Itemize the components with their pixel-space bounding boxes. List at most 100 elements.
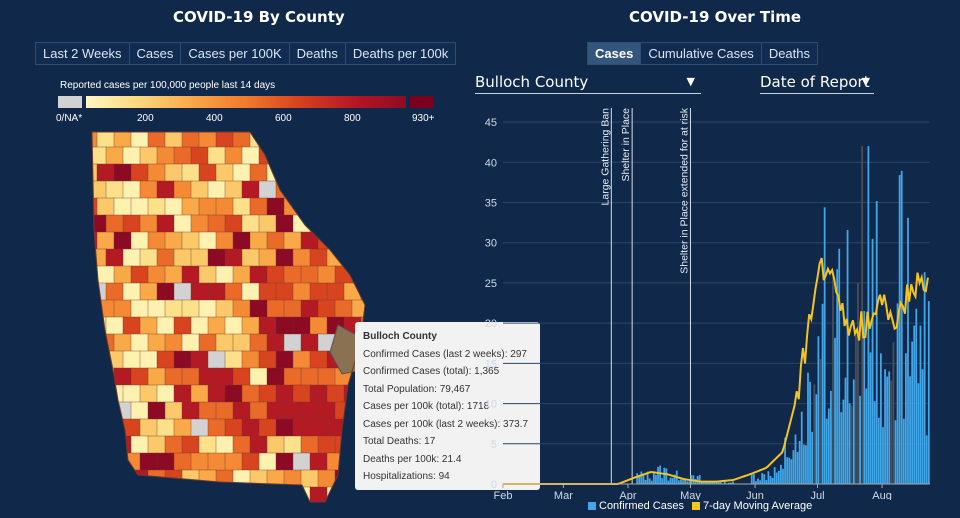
county[interactable] xyxy=(89,384,107,403)
county[interactable] xyxy=(215,469,234,488)
county[interactable] xyxy=(233,504,251,515)
county[interactable] xyxy=(105,316,124,335)
county[interactable] xyxy=(224,316,243,335)
county[interactable] xyxy=(164,299,183,318)
county[interactable] xyxy=(114,504,132,515)
county[interactable] xyxy=(360,146,370,165)
county[interactable] xyxy=(173,486,192,505)
county[interactable] xyxy=(334,197,353,216)
county[interactable] xyxy=(224,180,243,199)
county[interactable] xyxy=(190,180,209,199)
county[interactable] xyxy=(80,147,90,165)
county[interactable] xyxy=(300,163,319,182)
county[interactable] xyxy=(147,163,166,182)
county[interactable] xyxy=(156,418,175,437)
county[interactable] xyxy=(283,299,302,318)
county[interactable] xyxy=(89,214,107,233)
county[interactable] xyxy=(181,265,200,284)
county[interactable] xyxy=(130,401,149,420)
county[interactable] xyxy=(173,418,192,437)
county[interactable] xyxy=(258,214,277,233)
county-select[interactable]: Bulloch County ▼ xyxy=(475,73,701,94)
county[interactable] xyxy=(326,486,345,505)
county[interactable] xyxy=(215,333,234,352)
county[interactable] xyxy=(300,469,319,488)
county[interactable] xyxy=(343,214,362,233)
county[interactable] xyxy=(96,265,115,284)
county[interactable] xyxy=(113,299,132,318)
county[interactable] xyxy=(173,146,192,165)
county[interactable] xyxy=(351,163,370,182)
county[interactable] xyxy=(113,197,132,216)
county[interactable] xyxy=(309,214,328,233)
county[interactable] xyxy=(283,197,302,216)
county[interactable] xyxy=(164,333,183,352)
county[interactable] xyxy=(173,214,192,233)
county[interactable] xyxy=(122,452,141,471)
county[interactable] xyxy=(317,435,336,454)
county[interactable] xyxy=(89,180,107,199)
county[interactable] xyxy=(96,231,115,250)
county[interactable] xyxy=(360,282,370,301)
county[interactable] xyxy=(326,214,345,233)
county[interactable] xyxy=(232,469,251,488)
county[interactable] xyxy=(181,333,200,352)
county[interactable] xyxy=(369,266,370,284)
county[interactable] xyxy=(89,452,107,471)
county[interactable] xyxy=(369,198,370,216)
county[interactable] xyxy=(89,486,107,505)
county[interactable] xyxy=(113,130,132,148)
county[interactable] xyxy=(292,146,311,165)
county[interactable] xyxy=(113,333,132,352)
county[interactable] xyxy=(207,384,226,403)
county[interactable] xyxy=(343,248,362,267)
county[interactable] xyxy=(122,146,141,165)
county[interactable] xyxy=(283,231,302,250)
county[interactable] xyxy=(147,231,166,250)
county[interactable] xyxy=(156,180,175,199)
county[interactable] xyxy=(190,452,209,471)
county[interactable] xyxy=(173,316,192,335)
county[interactable] xyxy=(258,350,277,369)
county[interactable] xyxy=(139,486,158,505)
county[interactable] xyxy=(215,231,234,250)
tab-deaths-per-100k[interactable]: Deaths per 100k xyxy=(345,43,456,64)
county[interactable] xyxy=(105,214,124,233)
county[interactable] xyxy=(173,180,192,199)
county[interactable] xyxy=(113,231,132,250)
county[interactable] xyxy=(215,435,234,454)
county[interactable] xyxy=(292,486,311,505)
county[interactable] xyxy=(283,435,302,454)
county[interactable] xyxy=(164,231,183,250)
county[interactable] xyxy=(181,163,200,182)
county[interactable] xyxy=(147,401,166,420)
county[interactable] xyxy=(147,130,166,148)
county[interactable] xyxy=(198,469,217,488)
county[interactable] xyxy=(258,248,277,267)
county[interactable] xyxy=(334,435,353,454)
county[interactable] xyxy=(130,299,149,318)
county[interactable] xyxy=(360,214,370,233)
county[interactable] xyxy=(215,130,234,148)
county[interactable] xyxy=(241,282,260,301)
county[interactable] xyxy=(181,299,200,318)
county[interactable] xyxy=(96,469,115,488)
county[interactable] xyxy=(334,469,353,488)
county[interactable] xyxy=(173,384,192,403)
county[interactable] xyxy=(130,163,149,182)
county[interactable] xyxy=(309,350,328,369)
county[interactable] xyxy=(292,214,311,233)
county[interactable] xyxy=(249,299,268,318)
county[interactable] xyxy=(334,130,353,148)
county[interactable] xyxy=(139,418,158,437)
county[interactable] xyxy=(249,469,268,488)
county[interactable] xyxy=(80,487,90,505)
county[interactable] xyxy=(198,401,217,420)
county[interactable] xyxy=(190,248,209,267)
county[interactable] xyxy=(89,418,107,437)
county[interactable] xyxy=(266,469,285,488)
county[interactable] xyxy=(97,504,115,515)
county[interactable] xyxy=(369,130,370,148)
county[interactable] xyxy=(173,452,192,471)
county[interactable] xyxy=(122,384,141,403)
